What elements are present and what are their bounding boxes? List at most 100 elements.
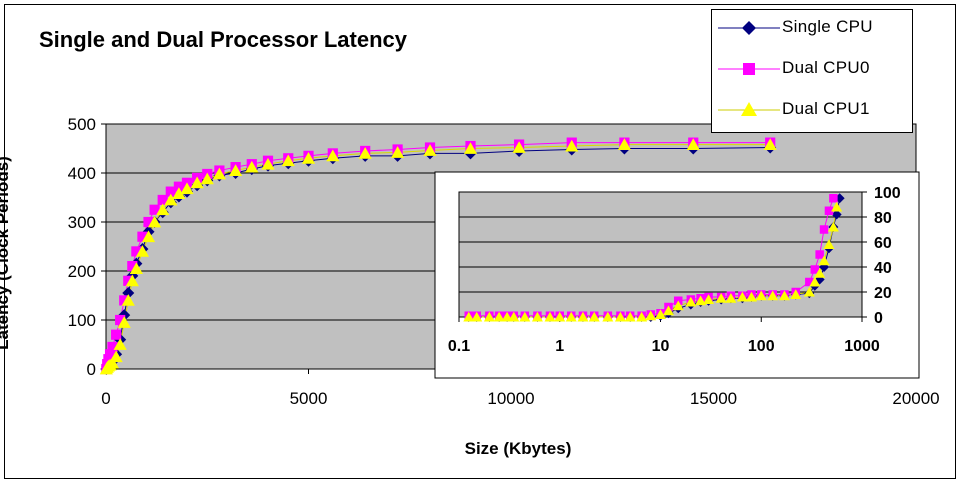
inset-data-point (767, 290, 779, 301)
inset-data-point (829, 194, 838, 203)
chart-title: Single and Dual Processor Latency (39, 27, 408, 52)
inset-data-point (531, 311, 543, 322)
main-data-point (173, 181, 184, 192)
inset-data-point (827, 221, 839, 232)
main-data-point (229, 164, 243, 176)
main-data-point (190, 176, 204, 189)
inset-data-point (565, 311, 577, 322)
inset-data-point (483, 311, 495, 322)
main-data-point (123, 275, 134, 286)
main-data-point (245, 160, 259, 173)
main-data-point (281, 154, 295, 167)
inset-data-point (662, 305, 674, 316)
main-data-point (463, 142, 478, 154)
main-data-point (391, 146, 405, 158)
main-data-point (358, 147, 372, 159)
inset-data-point (636, 311, 648, 322)
main-data-point (109, 350, 123, 363)
main-data-point (326, 149, 340, 162)
legend-label-dual-cpu0: Dual CPU0 (782, 58, 870, 77)
main-data-point (565, 139, 579, 152)
inset-y-tick-label: 60 (874, 235, 892, 252)
inset-x-tick-label: 10 (652, 338, 670, 355)
main-data-point (111, 329, 122, 340)
main-data-point (164, 193, 178, 206)
inset-x-tick-label: 1 (555, 338, 564, 355)
legend-label-single-cpu: Single CPU (782, 17, 873, 36)
inset-y-tick-label: 0 (874, 310, 883, 327)
main-data-point (180, 182, 194, 195)
inset-data-point (715, 293, 727, 303)
main-data-point (105, 356, 120, 369)
main-data-point (423, 144, 437, 156)
main-data-point (141, 230, 156, 243)
main-data-point (261, 157, 275, 170)
main-data-point (135, 245, 150, 257)
main-data-point (107, 341, 118, 353)
inset-y-tick-label: 20 (874, 285, 892, 302)
main-x-tick-label: 20000 (892, 389, 939, 408)
main-data-point (104, 349, 116, 360)
inset-data-point (695, 295, 707, 306)
inset-data-point (818, 255, 830, 266)
inset-data-point (824, 206, 834, 215)
inset-data-point (736, 291, 748, 302)
main-data-point (121, 294, 135, 306)
main-y-tick-label: 500 (68, 115, 96, 134)
main-data-point (129, 262, 143, 274)
inset-data-point (819, 225, 829, 234)
main-x-tick-label: 10000 (487, 389, 534, 408)
main-data-point (148, 215, 162, 228)
inset-x-tick-label: 100 (748, 338, 775, 355)
inset-data-point (544, 311, 556, 322)
inset-data-point (778, 290, 790, 301)
main-y-tick-label: 0 (87, 360, 96, 379)
inset-data-point (755, 290, 767, 301)
inset-data-point (588, 311, 600, 322)
inset-data-point (790, 289, 802, 299)
main-data-point (156, 203, 170, 216)
main-data-point (117, 316, 131, 328)
main-data-point (115, 314, 126, 326)
legend-item-dual-cpu0: Dual CPU0 (712, 54, 912, 84)
legend-item-dual-cpu1: Dual CPU1 (712, 95, 912, 125)
main-data-point (512, 141, 526, 153)
main-x-tick-label: 5000 (290, 389, 328, 408)
main-data-point (301, 152, 316, 164)
main-data-point (113, 338, 127, 350)
inset-y-tick-label: 80 (874, 210, 892, 227)
inset-data-point (703, 294, 715, 304)
inset-y-tick-label: 100 (874, 185, 901, 202)
main-data-point (617, 138, 631, 150)
legend-marker-square-icon (718, 63, 780, 75)
main-data-point (143, 216, 154, 228)
main-data-point (763, 138, 777, 150)
inset-data-point (471, 311, 483, 322)
inset-data-point (814, 268, 826, 278)
inset-data-point (823, 239, 835, 249)
inset-y-tick-label: 40 (874, 260, 892, 277)
inset-data-point (672, 300, 684, 311)
inset-data-point (803, 286, 815, 297)
y-axis-label-text: Latency (Clock Periods) (0, 156, 12, 350)
inset-data-point (745, 291, 757, 302)
inset-data-point (519, 311, 531, 322)
legend-item-single-cpu: Single CPU (712, 13, 912, 43)
legend-label-dual-cpu1: Dual CPU1 (782, 99, 870, 118)
legend: Single CPU Dual CPU0 Dual CPU1 (711, 9, 913, 133)
main-data-point (119, 295, 130, 306)
main-y-tick-label: 300 (68, 213, 96, 232)
inset-data-point (815, 250, 824, 259)
inset-data-point (805, 277, 814, 287)
main-data-point (137, 231, 148, 242)
main-y-tick-label: 400 (68, 164, 96, 183)
inset-x-tick-label: 1000 (844, 338, 880, 355)
inset-plot-area (458, 191, 863, 318)
inset-data-point (831, 201, 843, 212)
inset-data-point (463, 311, 475, 322)
main-data-point (172, 187, 186, 199)
inset-data-point (577, 311, 589, 322)
main-data-point (131, 246, 142, 257)
inset-data-point (810, 265, 820, 274)
